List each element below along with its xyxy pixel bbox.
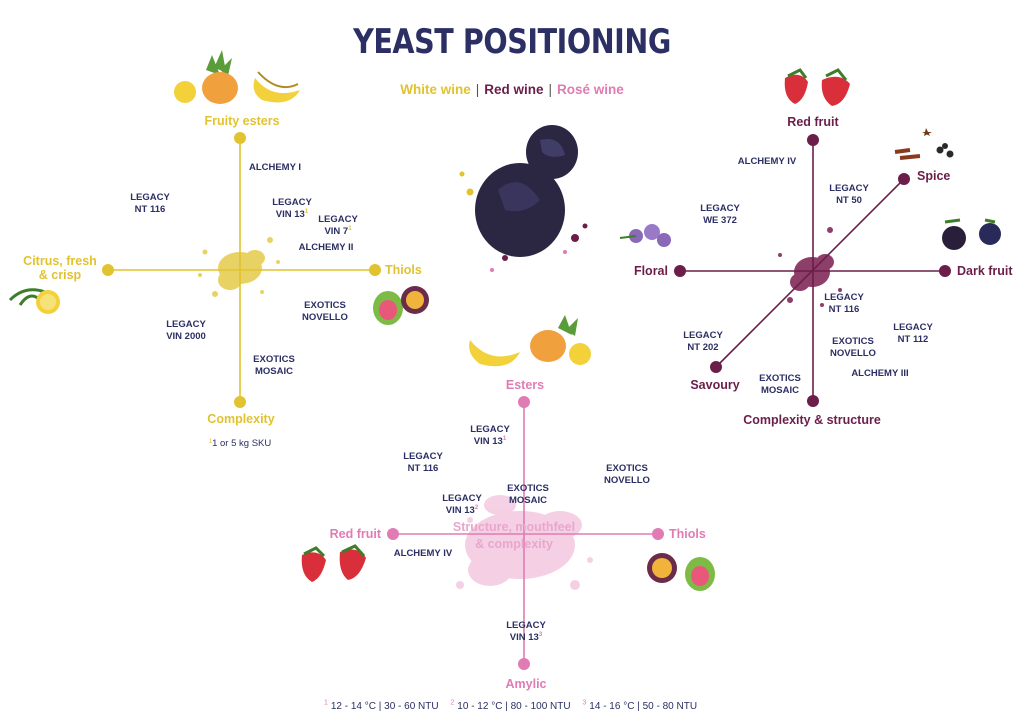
strawberry-icon-rose — [301, 544, 366, 582]
red-node-complexity — [807, 395, 819, 407]
rose-product-legacy-vin13-1: LEGACY VIN 131 — [470, 424, 510, 447]
footnote-1: 1 12 - 14 °C | 30 - 60 NTU — [323, 700, 439, 713]
legend-separator: | — [475, 82, 480, 97]
white-wine-chart: Fruity esters Citrus, fresh & crisp Thiol… — [23, 114, 422, 449]
legend-rose-wine: Rosé wine — [557, 82, 624, 97]
red-product-alchemy-iii: ALCHEMY III — [851, 368, 908, 379]
red-product-legacy-nt202: LEGACY NT 202 — [683, 330, 723, 353]
footnotes: 1 12 - 14 °C | 30 - 60 NTU 2 10 - 12 °C | … — [0, 700, 1024, 712]
white-product-legacy-vin13: LEGACY VIN 131 — [272, 197, 312, 220]
red-node-red-fruit — [807, 134, 819, 146]
red-product-legacy-nt116: LEGACY NT 116 — [824, 292, 864, 315]
white-product-legacy-vin7: LEGACY VIN 71 — [318, 214, 358, 237]
legend-separator: | — [548, 82, 552, 97]
red-node-savoury — [710, 361, 722, 373]
white-product-alchemy-i: ALCHEMY I — [249, 162, 301, 173]
rose-node-esters — [518, 396, 530, 408]
rose-axis-label-right: Thiols — [669, 527, 706, 541]
red-axis-label-bottom: Complexity & structure — [743, 413, 881, 427]
strawberry-icon-top — [784, 68, 850, 106]
pineapple-banana-icon — [174, 50, 300, 104]
rose-axis-label-left: Red fruit — [330, 527, 382, 541]
red-product-legacy-we372: LEGACY WE 372 — [700, 203, 740, 226]
white-node-citrus — [102, 264, 114, 276]
red-wine-chart: Red fruit Spice Floral Dark fruit Savour… — [634, 115, 1013, 427]
red-axis-label-savoury: Savoury — [690, 378, 739, 392]
rose-center-label: Structure, mouthfeel & complexity — [453, 520, 575, 551]
passionfruit-guava-icon-rose — [647, 553, 715, 591]
white-product-legacy-nt116: LEGACY NT 116 — [130, 192, 170, 215]
white-axis-label-left: Citrus, fresh & crisp — [23, 254, 97, 282]
violet-flower-icon — [619, 224, 671, 247]
white-product-exotics-mosaic: EXOTICS MOSAIC — [253, 354, 295, 377]
page-title: YEAST POSITIONING — [353, 22, 671, 62]
rose-product-legacy-nt116: LEGACY NT 116 — [403, 451, 443, 474]
red-axis-diagonal — [715, 178, 905, 368]
rose-axis-label-top: Esters — [506, 378, 544, 392]
rose-product-legacy-vin13-3: LEGACY VIN 133 — [506, 620, 546, 643]
white-chart-note: 11 or 5 kg SKU — [209, 438, 272, 449]
white-axis-label-right: Thiols — [385, 263, 422, 277]
banana-pineapple-icon-rose — [469, 315, 591, 367]
white-axis-label-bottom: Complexity — [207, 412, 274, 426]
white-product-exotics-novello: EXOTICS NOVELLO — [302, 300, 348, 323]
rose-product-exotics-mosaic: EXOTICS MOSAIC — [507, 483, 549, 506]
red-node-spice — [898, 173, 910, 185]
white-wine-splash — [198, 237, 280, 297]
white-node-fruity-esters — [234, 132, 246, 144]
legend-white-wine: White wine — [400, 82, 471, 97]
wine-legend: White wine | Red wine | Rosé wine — [0, 82, 1024, 97]
red-node-dark-fruit — [939, 265, 951, 277]
red-product-legacy-nt50: LEGACY NT 50 — [829, 183, 869, 206]
rose-axis-label-bottom: Amylic — [506, 677, 547, 691]
rose-product-legacy-vin13-2: LEGACY VIN 132 — [442, 493, 482, 516]
white-product-alchemy-ii: ALCHEMY II — [299, 242, 354, 253]
guava-passionfruit-icon — [373, 286, 429, 325]
red-axis-label-right: Dark fruit — [957, 264, 1013, 278]
red-axis-label-left: Floral — [634, 264, 668, 278]
red-product-exotics-novello: EXOTICS NOVELLO — [830, 336, 876, 359]
white-node-thiols — [369, 264, 381, 276]
legend-red-wine: Red wine — [484, 82, 544, 97]
rose-node-amylic — [518, 658, 530, 670]
red-axis-label-top: Red fruit — [787, 115, 839, 129]
red-product-exotics-mosaic: EXOTICS MOSAIC — [759, 373, 801, 396]
white-axis-label-top: Fruity esters — [204, 114, 279, 128]
red-product-legacy-nt112: LEGACY NT 112 — [893, 322, 933, 345]
white-node-complexity — [234, 396, 246, 408]
red-node-floral — [674, 265, 686, 277]
yeast-cell-icon — [459, 125, 588, 272]
rose-node-thiols — [652, 528, 664, 540]
rose-product-alchemy-iv: ALCHEMY IV — [394, 548, 453, 559]
footnote-2: 2 10 - 12 °C | 80 - 100 NTU — [450, 700, 571, 713]
rose-wine-splash — [456, 495, 593, 590]
spice-icon — [894, 128, 954, 160]
red-product-alchemy-iv: ALCHEMY IV — [738, 156, 797, 167]
rose-product-exotics-novello: EXOTICS NOVELLO — [604, 463, 650, 486]
footnote-3: 3 14 - 16 °C | 50 - 80 NTU — [582, 700, 698, 713]
white-product-legacy-vin2000: LEGACY VIN 2000 — [166, 319, 206, 342]
rose-wine-chart: Esters Red fruit Thiols Amylic Structure… — [330, 378, 706, 691]
rose-node-red-fruit — [387, 528, 399, 540]
lemon-herb-icon — [8, 288, 60, 314]
blackberry-icon — [942, 218, 1001, 250]
red-axis-label-spice: Spice — [917, 169, 950, 183]
